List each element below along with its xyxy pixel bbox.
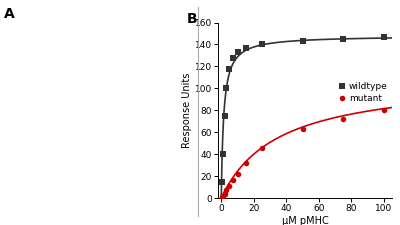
- mutant: [243, 162, 248, 164]
- mutant: [300, 128, 305, 130]
- mutant: [224, 189, 228, 192]
- wildtype: [222, 114, 227, 117]
- mutant: [220, 196, 224, 198]
- mutant: [230, 179, 235, 182]
- wildtype: [220, 180, 224, 183]
- mutant: [260, 146, 264, 149]
- Line: wildtype: wildtype: [219, 34, 387, 184]
- wildtype: [235, 51, 240, 54]
- Line: mutant: mutant: [219, 108, 387, 200]
- mutant: [235, 173, 240, 175]
- mutant: [382, 109, 386, 112]
- mutant: [227, 184, 232, 187]
- wildtype: [227, 67, 232, 70]
- mutant: [222, 192, 227, 195]
- Text: B: B: [187, 12, 197, 26]
- wildtype: [224, 87, 228, 90]
- mutant: [341, 118, 346, 120]
- X-axis label: μM pMHC: μM pMHC: [282, 216, 328, 225]
- Y-axis label: Response Units: Response Units: [182, 72, 192, 148]
- wildtype: [260, 43, 264, 46]
- mutant: [220, 194, 225, 197]
- wildtype: [341, 38, 346, 40]
- wildtype: [243, 46, 248, 49]
- Text: A: A: [4, 7, 15, 21]
- wildtype: [220, 153, 225, 155]
- Legend: wildtype, mutant: wildtype, mutant: [338, 82, 388, 103]
- wildtype: [382, 35, 386, 38]
- wildtype: [300, 40, 305, 43]
- wildtype: [230, 56, 235, 59]
